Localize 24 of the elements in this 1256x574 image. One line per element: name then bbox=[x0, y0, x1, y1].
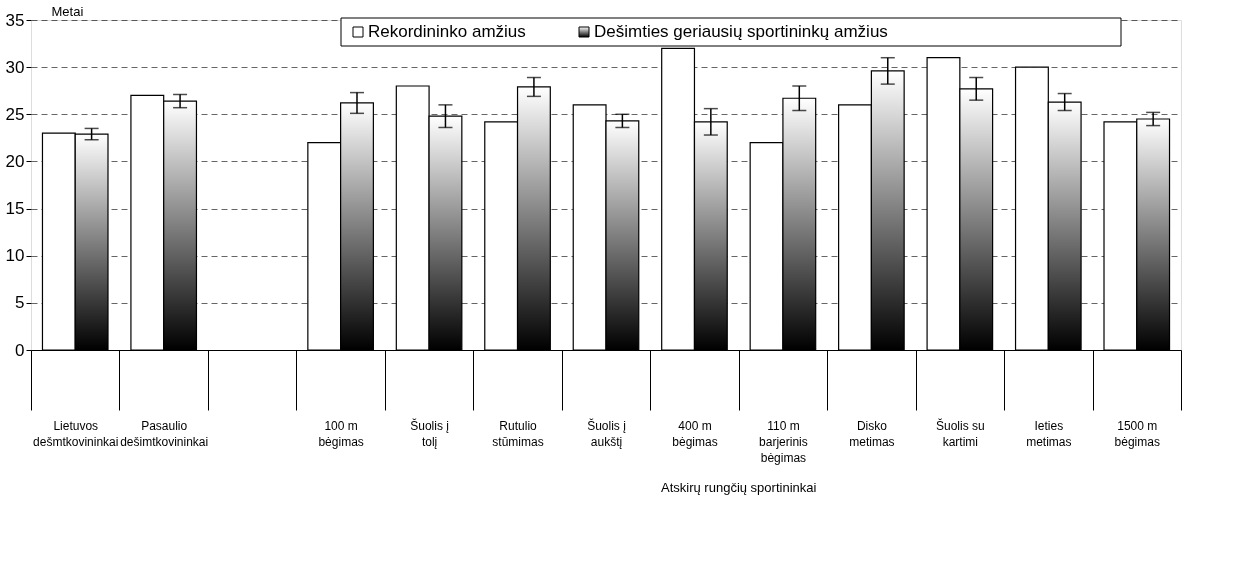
x-tick-label: Šuolis į aukštį bbox=[587, 417, 627, 449]
y-tick-label: 30 bbox=[5, 57, 25, 77]
x-tick-label: Ieties metimas bbox=[1026, 418, 1072, 449]
y-tick-label: 0 bbox=[15, 340, 25, 360]
y-tick-label: 15 bbox=[5, 199, 25, 219]
y-tick-label: 25 bbox=[5, 104, 25, 124]
y-tick-label: 35 bbox=[5, 10, 25, 30]
y-axis-title: Metai bbox=[51, 3, 84, 19]
y-tick-label: 5 bbox=[15, 293, 25, 313]
text: Atskirų rungčių sportininkai bbox=[661, 480, 817, 495]
x-tick-label: Disko metimas bbox=[849, 418, 895, 449]
y-tick-label: 20 bbox=[5, 151, 25, 171]
y-tick-label: 10 bbox=[5, 246, 25, 266]
x-tick-label: Šuolis į tolį bbox=[410, 417, 450, 449]
x-tick-label: Šuolis su kartimi bbox=[935, 417, 985, 449]
x-tick-label: 100 m bėgimas bbox=[318, 418, 364, 449]
x-tick-label: Rutulio stūmimas bbox=[492, 418, 544, 449]
x-tick-label: 1500 m bėgimas bbox=[1114, 418, 1160, 449]
legend-label: Rekordininko amžius bbox=[368, 22, 526, 41]
x-tick-label: Pasaulio dešimtkovininkai bbox=[120, 418, 209, 449]
x-tick-label: Lietuvos dešmtkovininkai bbox=[33, 418, 119, 449]
legend-label: Dešimties geriausių sportininkų amžius bbox=[594, 22, 888, 41]
x-tick-label: 400 m bėgimas bbox=[672, 418, 718, 449]
x-tick-label: 110 m barjerinis bėgimas bbox=[759, 418, 808, 465]
